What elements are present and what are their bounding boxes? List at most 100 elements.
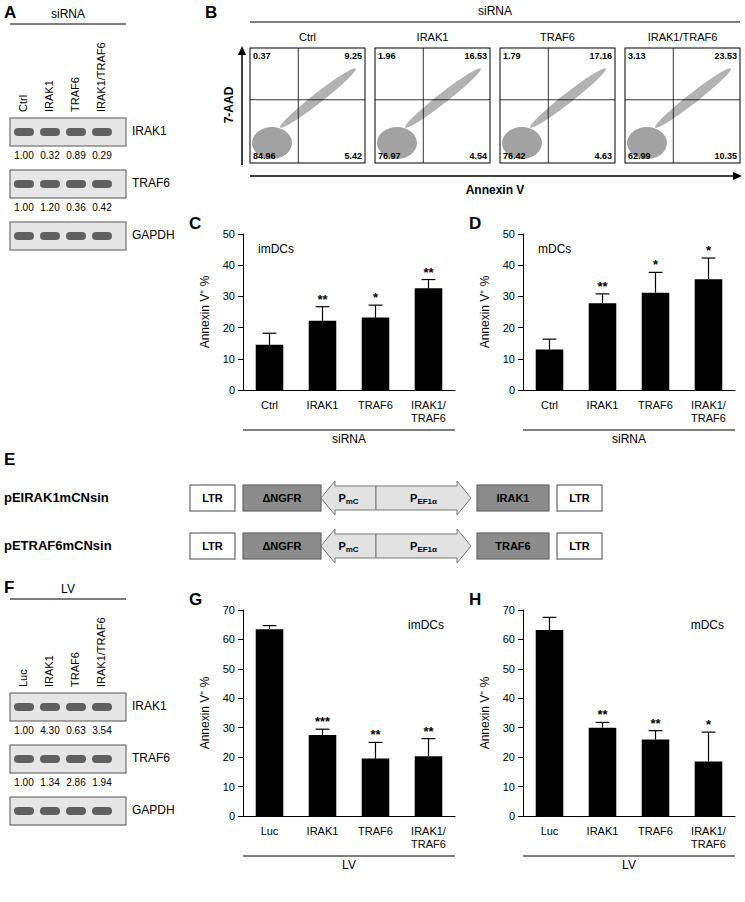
svg-text:Luc: Luc xyxy=(261,825,279,837)
svg-text:0.63: 0.63 xyxy=(66,725,86,736)
svg-text:A: A xyxy=(4,3,16,22)
svg-text:10: 10 xyxy=(223,353,235,365)
svg-text:Luc: Luc xyxy=(17,669,29,687)
svg-text:Ctrl: Ctrl xyxy=(541,399,558,411)
svg-text:IRAK1/: IRAK1/ xyxy=(691,825,727,837)
svg-text:GAPDH: GAPDH xyxy=(132,803,175,817)
svg-text:4.54: 4.54 xyxy=(469,151,487,161)
svg-text:Annexin V⁺ %: Annexin V⁺ % xyxy=(478,275,492,348)
svg-text:1.00: 1.00 xyxy=(14,202,34,213)
svg-text:TRAF6: TRAF6 xyxy=(691,838,726,850)
svg-text:**: ** xyxy=(423,724,434,739)
svg-text:20: 20 xyxy=(223,322,235,334)
svg-text:4.63: 4.63 xyxy=(594,151,612,161)
svg-text:1.34: 1.34 xyxy=(40,777,60,788)
svg-text:IRAK1: IRAK1 xyxy=(307,399,339,411)
svg-text:0.37: 0.37 xyxy=(253,51,271,61)
svg-text:IRAK1/TRAF6: IRAK1/TRAF6 xyxy=(648,31,718,43)
svg-text:*: * xyxy=(706,243,712,258)
svg-text:70: 70 xyxy=(503,604,515,616)
svg-text:pETRAF6mCNsin: pETRAF6mCNsin xyxy=(4,538,112,553)
svg-text:siRNA: siRNA xyxy=(612,432,646,446)
svg-text:50: 50 xyxy=(503,228,515,240)
svg-text:PmC: PmC xyxy=(338,540,358,554)
svg-text:1.20: 1.20 xyxy=(40,202,60,213)
svg-text:TRAF6: TRAF6 xyxy=(132,176,170,190)
svg-text:*: * xyxy=(653,257,659,272)
svg-text:10: 10 xyxy=(503,781,515,793)
svg-text:20: 20 xyxy=(503,751,515,763)
svg-text:20: 20 xyxy=(223,751,235,763)
svg-text:TRAF6: TRAF6 xyxy=(638,825,673,837)
svg-text:TRAF6: TRAF6 xyxy=(358,825,393,837)
svg-text:0: 0 xyxy=(229,384,235,396)
svg-text:TRAF6: TRAF6 xyxy=(69,652,81,687)
svg-text:IRAK1: IRAK1 xyxy=(43,80,55,112)
svg-text:20: 20 xyxy=(503,322,515,334)
svg-text:10: 10 xyxy=(223,781,235,793)
svg-text:mDCs: mDCs xyxy=(691,618,724,632)
svg-text:10: 10 xyxy=(503,353,515,365)
svg-text:PEF1α: PEF1α xyxy=(410,540,437,554)
svg-text:**: ** xyxy=(317,292,328,307)
svg-text:LV: LV xyxy=(342,858,356,872)
svg-text:0: 0 xyxy=(509,384,515,396)
svg-text:*: * xyxy=(373,290,379,305)
svg-text:**: ** xyxy=(423,265,434,280)
svg-text:IRAK1: IRAK1 xyxy=(587,825,619,837)
svg-text:IRAK1/: IRAK1/ xyxy=(691,399,727,411)
svg-text:*: * xyxy=(706,717,712,732)
svg-text:30: 30 xyxy=(503,722,515,734)
svg-text:17.16: 17.16 xyxy=(589,51,612,61)
svg-text:10.35: 10.35 xyxy=(714,151,737,161)
svg-text:60: 60 xyxy=(503,633,515,645)
svg-text:Ctrl: Ctrl xyxy=(261,399,278,411)
svg-text:0.89: 0.89 xyxy=(66,150,86,161)
svg-text:3.54: 3.54 xyxy=(92,725,112,736)
svg-text:LTR: LTR xyxy=(569,540,590,552)
svg-text:0: 0 xyxy=(229,810,235,822)
svg-text:IRAK1: IRAK1 xyxy=(496,492,529,504)
svg-text:2.86: 2.86 xyxy=(66,777,86,788)
svg-text:40: 40 xyxy=(503,692,515,704)
svg-text:IRAK1: IRAK1 xyxy=(307,825,339,837)
svg-text:siRNA: siRNA xyxy=(478,4,512,18)
svg-text:E: E xyxy=(4,450,15,469)
svg-text:**: ** xyxy=(597,279,608,294)
svg-text:TRAF6: TRAF6 xyxy=(638,399,673,411)
svg-text:62.99: 62.99 xyxy=(628,151,651,161)
svg-text:0.42: 0.42 xyxy=(92,202,112,213)
svg-text:50: 50 xyxy=(223,663,235,675)
svg-text:TRAF6: TRAF6 xyxy=(495,540,530,552)
svg-text:pEIRAK1mCNsin: pEIRAK1mCNsin xyxy=(4,490,109,505)
svg-text:siRNA: siRNA xyxy=(332,432,366,446)
svg-text:LV: LV xyxy=(622,858,636,872)
svg-text:Luc: Luc xyxy=(541,825,559,837)
svg-text:***: *** xyxy=(315,714,331,729)
svg-text:B: B xyxy=(205,3,217,22)
svg-text:F: F xyxy=(4,578,14,597)
svg-text:50: 50 xyxy=(223,228,235,240)
svg-text:siRNA: siRNA xyxy=(51,7,85,21)
svg-text:**: ** xyxy=(597,707,608,722)
svg-text:LV: LV xyxy=(61,582,75,596)
svg-text:16.53: 16.53 xyxy=(464,51,487,61)
svg-text:IRAK1/TRAF6: IRAK1/TRAF6 xyxy=(95,42,107,112)
svg-text:IRAK1: IRAK1 xyxy=(132,699,167,713)
svg-text:TRAF6: TRAF6 xyxy=(411,838,446,850)
svg-text:7-AAD: 7-AAD xyxy=(222,86,236,123)
svg-text:**: ** xyxy=(370,727,381,742)
svg-text:Annexin V⁺ %: Annexin V⁺ % xyxy=(198,275,212,348)
svg-text:0: 0 xyxy=(509,810,515,822)
svg-text:TRAF6: TRAF6 xyxy=(691,412,726,424)
svg-text:TRAF6: TRAF6 xyxy=(411,412,446,424)
svg-text:imDCs: imDCs xyxy=(408,618,444,632)
svg-text:30: 30 xyxy=(223,290,235,302)
svg-text:Annexin V⁺ %: Annexin V⁺ % xyxy=(478,676,492,749)
svg-text:Ctrl: Ctrl xyxy=(17,95,29,112)
svg-text:0.29: 0.29 xyxy=(92,150,112,161)
svg-text:GAPDH: GAPDH xyxy=(132,228,175,242)
svg-text:5.42: 5.42 xyxy=(344,151,362,161)
svg-text:9.25: 9.25 xyxy=(344,51,362,61)
svg-text:60: 60 xyxy=(223,633,235,645)
